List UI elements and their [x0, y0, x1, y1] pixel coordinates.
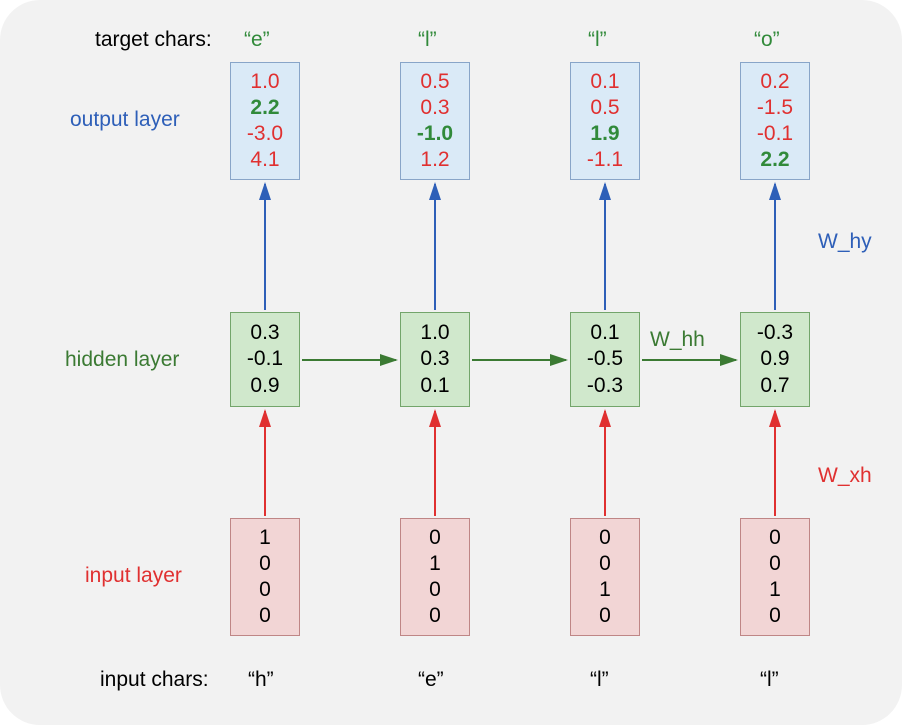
input-value: 0	[429, 525, 441, 551]
target-char: “e”	[244, 28, 270, 52]
diagram-canvas: target chars: output layer hidden layer …	[0, 0, 902, 725]
input-vector: 0 0 1 0	[570, 518, 640, 636]
output-value: 0.5	[590, 95, 619, 121]
input-chars-label: input chars:	[100, 668, 209, 692]
input-value: 0	[599, 603, 611, 629]
output-value: -1.1	[587, 147, 623, 173]
hidden-vector: 0.1 -0.5 -0.3	[570, 312, 640, 407]
input-value: 0	[769, 525, 781, 551]
output-value: 4.1	[250, 147, 279, 173]
why-label: W_hy	[818, 230, 872, 254]
hidden-value: 0.1	[420, 373, 449, 399]
input-vector: 0 1 0 0	[400, 518, 470, 636]
hidden-value: -0.3	[587, 373, 623, 399]
target-char: “l”	[418, 28, 437, 52]
input-value: 0	[429, 603, 441, 629]
hidden-value: 0.3	[420, 346, 449, 372]
input-value: 0	[769, 551, 781, 577]
hidden-value: 0.3	[250, 320, 279, 346]
output-value: 2.2	[760, 147, 789, 173]
hidden-vector: 1.0 0.3 0.1	[400, 312, 470, 407]
input-char: “e”	[418, 668, 444, 692]
input-value: 0	[429, 577, 441, 603]
wxh-label: W_xh	[818, 464, 872, 488]
input-value: 1	[599, 577, 611, 603]
output-value: 2.2	[250, 95, 279, 121]
hidden-value: -0.5	[587, 346, 623, 372]
output-vector: 0.2 -1.5 -0.1 2.2	[740, 62, 810, 180]
output-value: -1.5	[757, 95, 793, 121]
hidden-value: 1.0	[420, 320, 449, 346]
input-vector: 1 0 0 0	[230, 518, 300, 636]
hidden-vector: 0.3 -0.1 0.9	[230, 312, 300, 407]
input-value: 0	[259, 551, 271, 577]
output-value: -0.1	[757, 121, 793, 147]
output-vector: 1.0 2.2 -3.0 4.1	[230, 62, 300, 180]
output-value: 0.5	[420, 69, 449, 95]
hidden-value: 0.1	[590, 320, 619, 346]
target-chars-label: target chars:	[95, 28, 212, 52]
output-layer-label: output layer	[70, 108, 180, 132]
hidden-value: 0.9	[760, 346, 789, 372]
input-value: 0	[259, 577, 271, 603]
input-char: “l”	[760, 668, 779, 692]
input-char: “h”	[248, 668, 274, 692]
input-char: “l”	[590, 668, 609, 692]
target-char: “l”	[588, 28, 607, 52]
output-value: 1.9	[590, 121, 619, 147]
output-value: 0.1	[590, 69, 619, 95]
output-value: 1.0	[250, 69, 279, 95]
input-value: 0	[599, 525, 611, 551]
output-vector: 0.5 0.3 -1.0 1.2	[400, 62, 470, 180]
whh-label: W_hh	[650, 328, 705, 352]
output-value: 0.3	[420, 95, 449, 121]
target-char: “o”	[754, 28, 780, 52]
hidden-value: 0.7	[760, 373, 789, 399]
output-value: 0.2	[760, 69, 789, 95]
input-value: 0	[769, 603, 781, 629]
input-value: 1	[259, 525, 271, 551]
hidden-value: -0.1	[247, 346, 283, 372]
input-value: 1	[769, 577, 781, 603]
output-value: -3.0	[247, 121, 283, 147]
hidden-layer-label: hidden layer	[65, 348, 179, 372]
input-value: 1	[429, 551, 441, 577]
input-layer-label: input layer	[85, 564, 182, 588]
input-value: 0	[599, 551, 611, 577]
input-vector: 0 0 1 0	[740, 518, 810, 636]
output-vector: 0.1 0.5 1.9 -1.1	[570, 62, 640, 180]
output-value: 1.2	[420, 147, 449, 173]
hidden-value: -0.3	[757, 320, 793, 346]
hidden-value: 0.9	[250, 373, 279, 399]
output-value: -1.0	[417, 121, 453, 147]
input-value: 0	[259, 603, 271, 629]
hidden-vector: -0.3 0.9 0.7	[740, 312, 810, 407]
